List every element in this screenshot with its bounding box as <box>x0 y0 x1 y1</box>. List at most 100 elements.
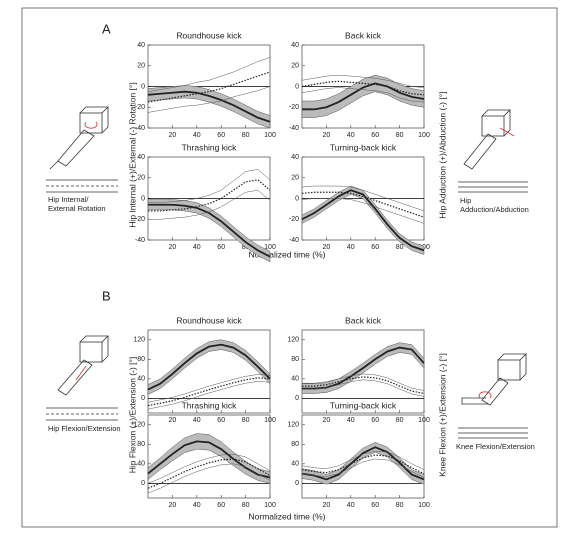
x-tick-label: 40 <box>347 244 355 251</box>
mean-line <box>147 440 271 479</box>
sd-band <box>147 433 271 484</box>
y-axis-label: Hip Internal (+)/External (-) Rotation [… <box>127 82 137 227</box>
x-tick-label: 40 <box>193 502 201 509</box>
y-tick-label: 20 <box>137 175 145 182</box>
x-tick-label: 80 <box>396 502 404 509</box>
y-tick-label: 0 <box>141 480 145 487</box>
mean-line <box>301 80 425 96</box>
x-tick-label: 100 <box>264 502 276 509</box>
sd-line <box>148 169 271 203</box>
y-tick-label: 40 <box>137 376 145 383</box>
icon-label: Hip Flexion/Extension <box>48 424 121 433</box>
chart-title: Back kick <box>345 315 382 325</box>
x-tick-label: 20 <box>169 417 177 424</box>
x-tick-label: 100 <box>418 502 430 509</box>
x-tick-label: 20 <box>169 502 177 509</box>
y-tick-label: 40 <box>291 154 299 161</box>
x-tick-label: 40 <box>193 132 201 139</box>
y-tick-label: -20 <box>135 104 145 111</box>
y-tick-label: -20 <box>135 216 145 223</box>
y-tick-label: 40 <box>137 42 145 49</box>
chart-title: Roundhouse kick <box>176 30 242 40</box>
x-tick-label: 100 <box>264 244 276 251</box>
sd-line <box>147 57 271 92</box>
sd-line <box>302 379 425 397</box>
y-tick-label: 0 <box>141 395 145 402</box>
x-tick-label: 60 <box>371 132 379 139</box>
x-tick-label: 80 <box>242 132 250 139</box>
x-tick-label: 80 <box>242 502 250 509</box>
sd-line <box>301 74 425 88</box>
x-tick-label: 60 <box>217 502 225 509</box>
x-tick-label: 40 <box>347 502 355 509</box>
y-tick-label: -40 <box>289 237 299 244</box>
sd-line <box>147 463 271 494</box>
y-axis-label: Knee Flexion (+)/Extension (-) [°] <box>437 353 447 477</box>
y-tick-label: -20 <box>289 216 299 223</box>
y-tick-label: 80 <box>137 356 145 363</box>
y-tick-label: 120 <box>133 337 145 344</box>
y-tick-label: -40 <box>289 125 299 132</box>
x-tick-label: 40 <box>347 132 355 139</box>
sd-line <box>147 86 271 113</box>
y-tick-label: 20 <box>137 63 145 70</box>
sd-line <box>147 453 271 484</box>
x-tick-label: 40 <box>193 417 201 424</box>
mean-line <box>301 191 425 218</box>
y-tick-label: 0 <box>295 395 299 402</box>
chart-title: Turning-back kick <box>330 400 397 410</box>
x-axis-label: Normalized time (%) <box>249 249 326 259</box>
sd-band <box>147 85 271 129</box>
x-tick-label: 20 <box>169 244 177 251</box>
sd-band <box>301 74 425 118</box>
icon-label: External Rotation <box>48 204 106 213</box>
y-tick-label: 20 <box>291 63 299 70</box>
plot-area <box>147 414 271 499</box>
x-tick-label: 80 <box>396 244 404 251</box>
y-tick-label: 0 <box>141 83 145 90</box>
x-tick-label: 60 <box>371 244 379 251</box>
y-tick-label: 0 <box>295 83 299 90</box>
y-tick-label: -20 <box>289 104 299 111</box>
mean-line <box>148 203 271 258</box>
y-tick-label: 120 <box>287 422 299 429</box>
x-tick-label: 100 <box>418 132 430 139</box>
sd-line <box>301 198 425 224</box>
y-tick-label: 40 <box>137 461 145 468</box>
y-axis-label: Hip Adduction (+)/Abduction (-) [°] <box>437 92 447 219</box>
x-tick-label: 20 <box>323 244 331 251</box>
sd-line <box>301 458 425 478</box>
y-tick-label: 80 <box>291 356 299 363</box>
x-tick-label: 60 <box>371 417 379 424</box>
icon-label: Hip <box>460 196 471 205</box>
x-tick-label: 20 <box>323 132 331 139</box>
panel-label: B <box>102 288 111 303</box>
panel-label: A <box>102 21 111 36</box>
mean-line <box>147 90 271 123</box>
y-tick-label: 0 <box>141 195 145 202</box>
mean-line <box>301 189 425 252</box>
icon-label: Knee Flexion/Extension <box>456 442 535 451</box>
mean-line <box>147 458 271 489</box>
x-axis-label: Normalized time (%) <box>249 511 326 521</box>
x-tick-label: 80 <box>242 417 250 424</box>
x-tick-label: 60 <box>217 244 225 251</box>
x-tick-label: 60 <box>217 132 225 139</box>
x-tick-label: 80 <box>396 132 404 139</box>
plot-area <box>301 329 425 414</box>
x-tick-label: 60 <box>371 502 379 509</box>
sd-band <box>301 185 425 255</box>
sd-line <box>147 374 271 403</box>
chart-title: Thrashing kick <box>182 142 238 152</box>
sd-line <box>301 450 425 470</box>
sd-line <box>302 373 425 391</box>
y-tick-label: 0 <box>295 480 299 487</box>
y-tick-label: 20 <box>291 175 299 182</box>
x-tick-label: 100 <box>264 132 276 139</box>
chart-title: Roundhouse kick <box>176 315 242 325</box>
chart-title: Back kick <box>345 30 382 40</box>
sd-line <box>147 381 271 410</box>
mean-line <box>147 343 271 391</box>
y-tick-label: 40 <box>291 376 299 383</box>
y-tick-label: -40 <box>135 125 145 132</box>
